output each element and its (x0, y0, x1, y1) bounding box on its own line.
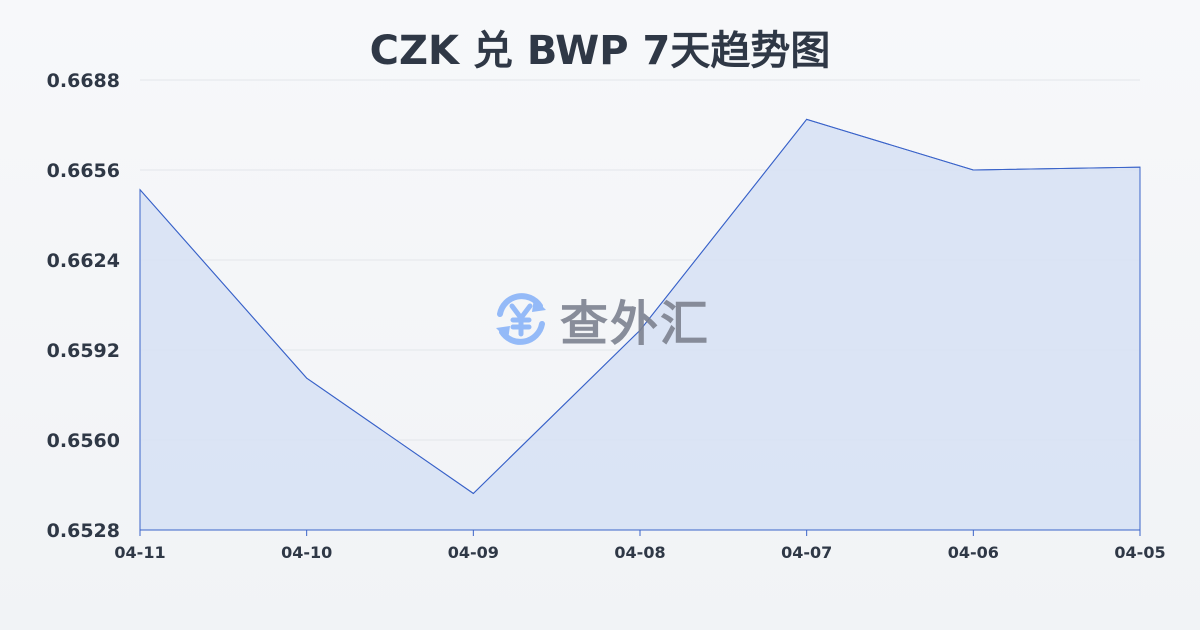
x-tick-label: 04-06 (948, 543, 999, 562)
watermark: 查外汇 (490, 284, 710, 354)
x-tick-label: 04-11 (114, 543, 165, 562)
x-tick-label: 04-10 (281, 543, 332, 562)
y-tick-label: 0.6528 (47, 520, 120, 542)
x-tick-label: 04-07 (781, 543, 832, 562)
x-tick-label: 04-08 (614, 543, 665, 562)
watermark-text: 查外汇 (560, 296, 711, 352)
x-tick-label: 04-05 (1114, 543, 1165, 562)
data-point (639, 329, 641, 331)
data-point (472, 492, 474, 494)
y-tick-label: 0.6592 (47, 340, 120, 362)
x-tick-label: 04-09 (448, 543, 499, 562)
y-tick-label: 0.6560 (47, 430, 120, 452)
data-point (972, 169, 974, 171)
y-tick-label: 0.6656 (47, 160, 120, 182)
y-tick-label: 0.6624 (47, 250, 120, 272)
data-point (139, 189, 141, 191)
data-point (1139, 166, 1141, 168)
yuan-exchange-icon (496, 293, 546, 345)
data-point (306, 377, 308, 379)
data-point (806, 118, 808, 120)
chart-title: CZK 兑 BWP 7天趋势图 (369, 28, 831, 74)
y-tick-label: 0.6688 (47, 70, 120, 92)
